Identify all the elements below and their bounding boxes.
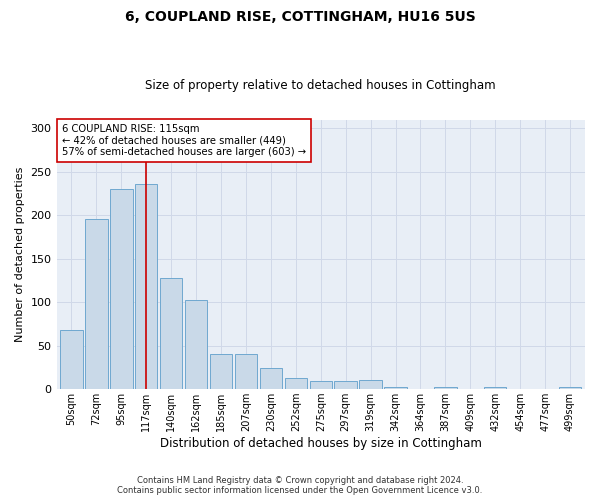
Y-axis label: Number of detached properties: Number of detached properties (15, 166, 25, 342)
Bar (310, 382, 332, 389)
Bar (210, 354, 232, 389)
Bar (85, 218, 107, 389)
X-axis label: Distribution of detached houses by size in Cottingham: Distribution of detached houses by size … (160, 437, 482, 450)
Text: Contains HM Land Registry data © Crown copyright and database right 2024.
Contai: Contains HM Land Registry data © Crown c… (118, 476, 482, 495)
Bar (359, 380, 382, 389)
Text: 6, COUPLAND RISE, COTTINGHAM, HU16 5US: 6, COUPLAND RISE, COTTINGHAM, HU16 5US (125, 10, 475, 24)
Bar (334, 382, 357, 389)
Text: 6 COUPLAND RISE: 115sqm
← 42% of detached houses are smaller (449)
57% of semi-d: 6 COUPLAND RISE: 115sqm ← 42% of detache… (62, 124, 306, 157)
Bar (160, 278, 182, 389)
Bar (60, 330, 83, 389)
Bar (135, 184, 157, 389)
Bar (185, 300, 208, 389)
Bar (385, 386, 407, 389)
Bar (559, 386, 581, 389)
Bar (260, 368, 282, 389)
Bar (284, 378, 307, 389)
Title: Size of property relative to detached houses in Cottingham: Size of property relative to detached ho… (145, 79, 496, 92)
Bar (235, 354, 257, 389)
Bar (110, 189, 133, 389)
Bar (484, 386, 506, 389)
Bar (434, 386, 457, 389)
